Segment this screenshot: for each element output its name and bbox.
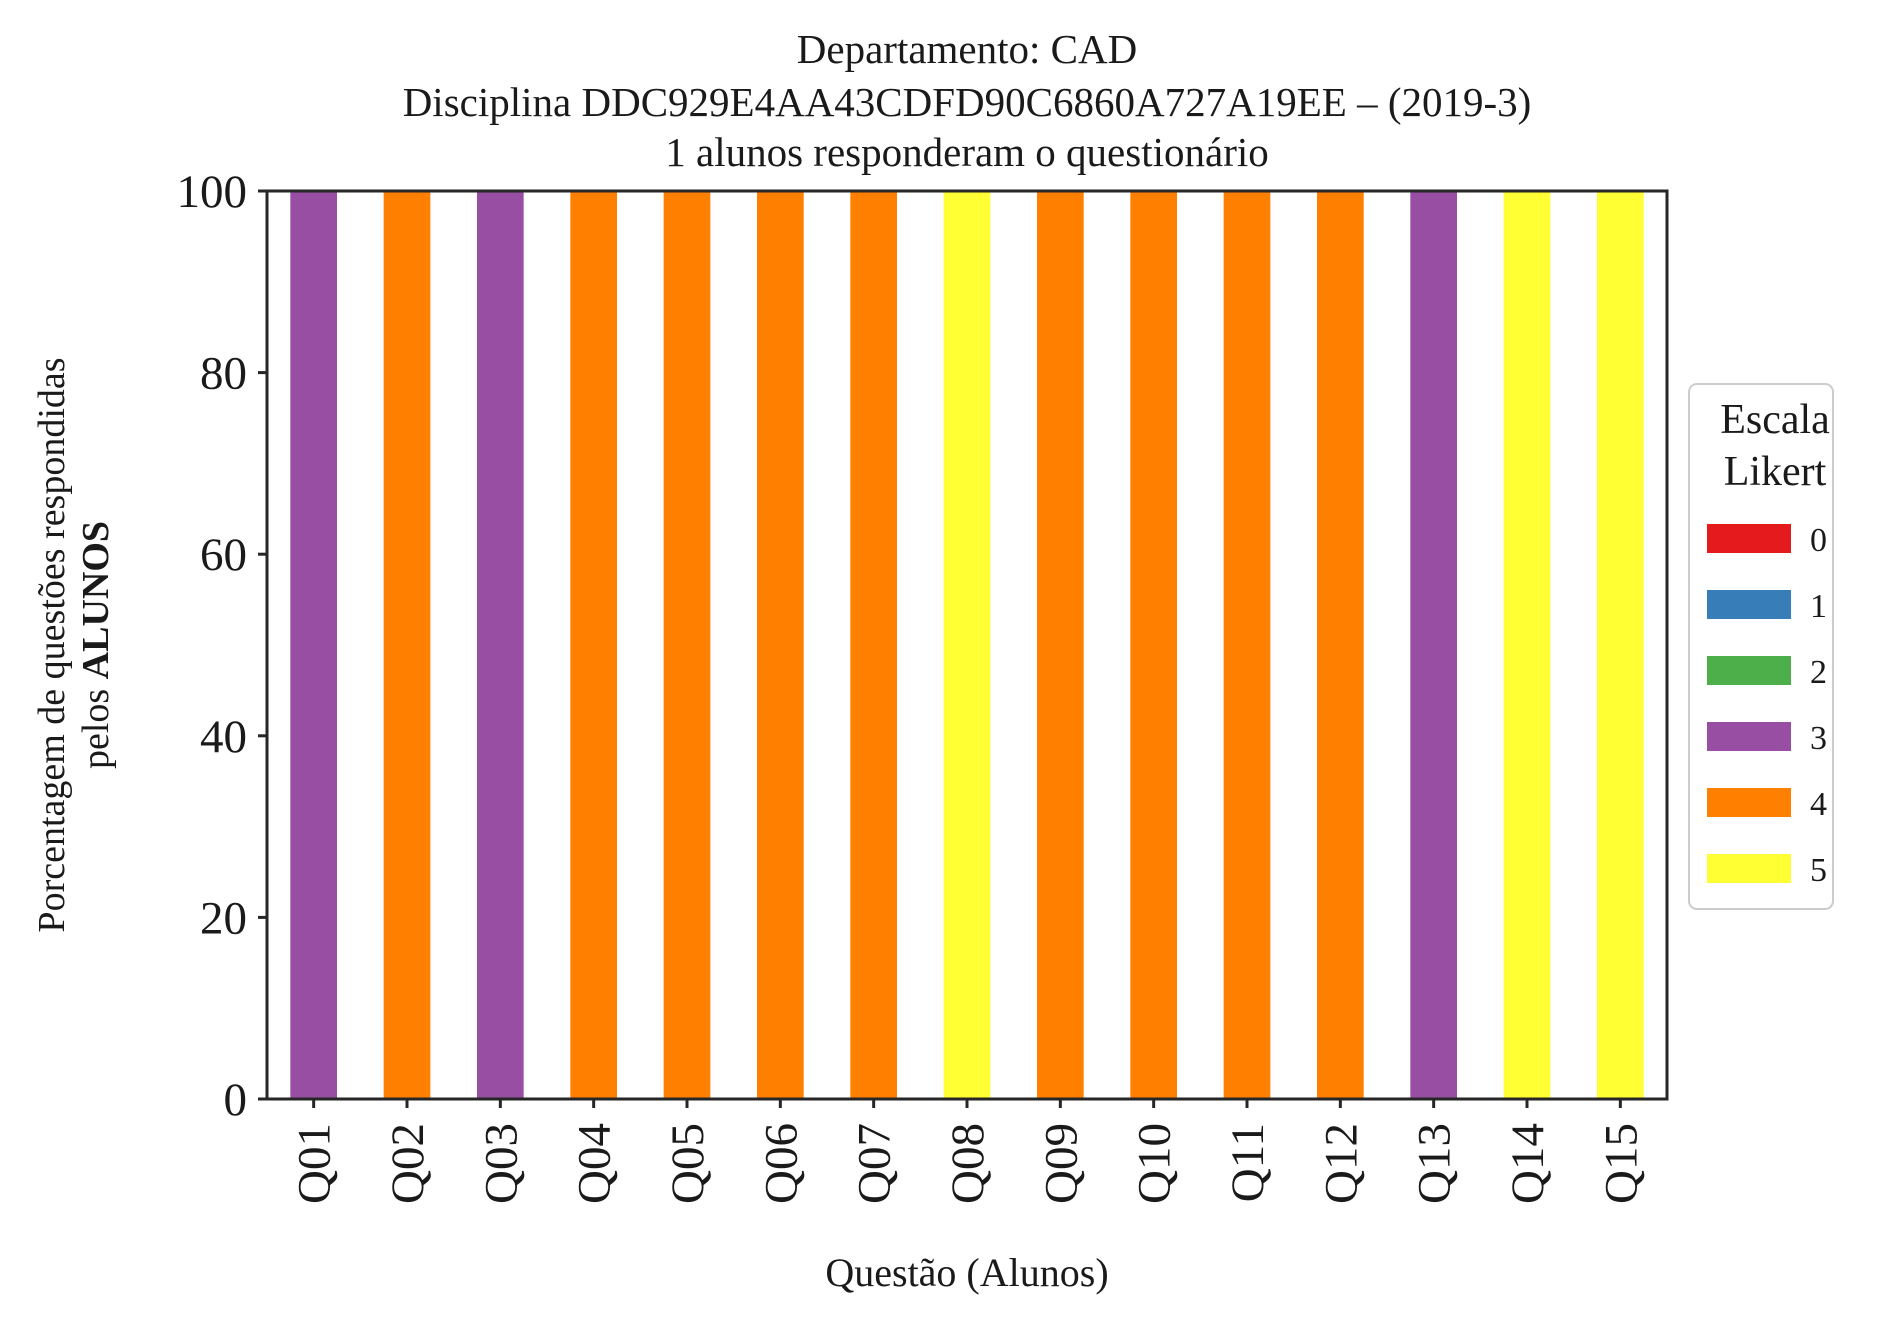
bar-q04-likert-4 xyxy=(570,191,617,1099)
bar-q07-likert-4 xyxy=(850,191,897,1099)
legend: Escala Likert 0 1 2 3 4 5 xyxy=(1688,383,1834,910)
x-tick-label: Q02 xyxy=(382,1123,434,1204)
legend-swatch-4 xyxy=(1707,788,1791,817)
y-tick-label: 80 xyxy=(200,348,247,400)
bar-q15-likert-5 xyxy=(1597,191,1644,1099)
legend-entries: 0 1 2 3 4 5 xyxy=(1707,522,1827,889)
bar-q05-likert-4 xyxy=(663,191,711,1099)
x-tick-label: Q03 xyxy=(475,1123,527,1204)
y-tick-label: 40 xyxy=(200,711,247,763)
x-tick-label: Q04 xyxy=(569,1123,621,1204)
bars xyxy=(290,191,1644,1099)
bar-q06-likert-4 xyxy=(757,191,804,1099)
y-tick-label: 0 xyxy=(224,1074,248,1126)
x-tick-label: Q15 xyxy=(1595,1123,1647,1204)
y-axis-ticks: 0 20 40 60 80 100 xyxy=(177,166,267,1126)
bar-q03-likert-3 xyxy=(477,191,524,1099)
y-tick-label: 100 xyxy=(177,166,248,218)
legend-swatch-3 xyxy=(1707,722,1791,751)
chart-title-line-3: 1 alunos responderam o questionário xyxy=(665,129,1268,175)
y-tick-label: 60 xyxy=(200,529,247,581)
bar-q09-likert-4 xyxy=(1037,191,1084,1099)
x-tick-label: Q09 xyxy=(1035,1123,1087,1204)
x-tick-label: Q10 xyxy=(1129,1123,1181,1204)
x-axis-ticks: Q01 Q02 Q03 Q04 Q05 Q06 Q07 Q08 Q09 Q10 Q11 Q12 Q13 Q… xyxy=(289,1099,1647,1204)
bar-q01-likert-3 xyxy=(290,191,337,1099)
x-tick-label: Q12 xyxy=(1315,1123,1367,1204)
y-axis-label-bold: ALUNOS xyxy=(75,521,117,679)
legend-title-line-1: Escala xyxy=(1720,397,1830,443)
x-tick-label: Q11 xyxy=(1222,1123,1274,1202)
x-tick-label: Q13 xyxy=(1409,1123,1461,1204)
x-tick-label: Q08 xyxy=(942,1123,994,1204)
bar-q08-likert-5 xyxy=(943,191,991,1099)
bar-q14-likert-5 xyxy=(1503,191,1551,1099)
legend-label-1: 1 xyxy=(1810,588,1827,625)
legend-label-4: 4 xyxy=(1810,786,1827,823)
y-tick-label: 20 xyxy=(200,892,247,944)
y-axis-label-line-2: pelos ALUNOS xyxy=(75,521,117,769)
x-tick-label: Q06 xyxy=(755,1123,807,1204)
legend-label-5: 5 xyxy=(1810,852,1827,889)
legend-label-0: 0 xyxy=(1810,522,1827,559)
y-axis-label: Porcentagem de questões respondidas pelo… xyxy=(31,357,117,932)
y-axis-label-prefix: pelos xyxy=(75,679,117,769)
chart-title: Departamento: CAD Disciplina DDC929E4AA4… xyxy=(403,26,1532,175)
legend-swatch-0 xyxy=(1707,524,1791,553)
legend-swatch-5 xyxy=(1707,854,1791,883)
legend-title-line-2: Likert xyxy=(1724,449,1827,495)
legend-frame xyxy=(1688,383,1834,910)
x-tick-label: Q14 xyxy=(1502,1123,1554,1204)
y-axis-label-line-1: Porcentagem de questões respondidas xyxy=(31,357,73,932)
x-tick-label: Q01 xyxy=(289,1123,341,1204)
legend-swatch-2 xyxy=(1707,656,1791,685)
x-tick-label: Q05 xyxy=(662,1123,714,1204)
chart-title-line-2: Disciplina DDC929E4AA43CDFD90C6860A727A1… xyxy=(403,79,1532,125)
bar-q12-likert-4 xyxy=(1317,191,1364,1099)
bar-q13-likert-3 xyxy=(1410,191,1457,1099)
x-tick-label: Q07 xyxy=(849,1123,901,1204)
bar-q10-likert-4 xyxy=(1130,191,1177,1099)
legend-swatch-1 xyxy=(1707,590,1791,619)
x-axis-label: Questão (Alunos) xyxy=(825,1250,1108,1295)
bar-q11-likert-4 xyxy=(1223,191,1271,1099)
chart-title-line-1: Departamento: CAD xyxy=(797,26,1137,72)
bar-q02-likert-4 xyxy=(383,191,431,1099)
legend-label-2: 2 xyxy=(1810,654,1827,691)
legend-label-3: 3 xyxy=(1810,720,1827,757)
